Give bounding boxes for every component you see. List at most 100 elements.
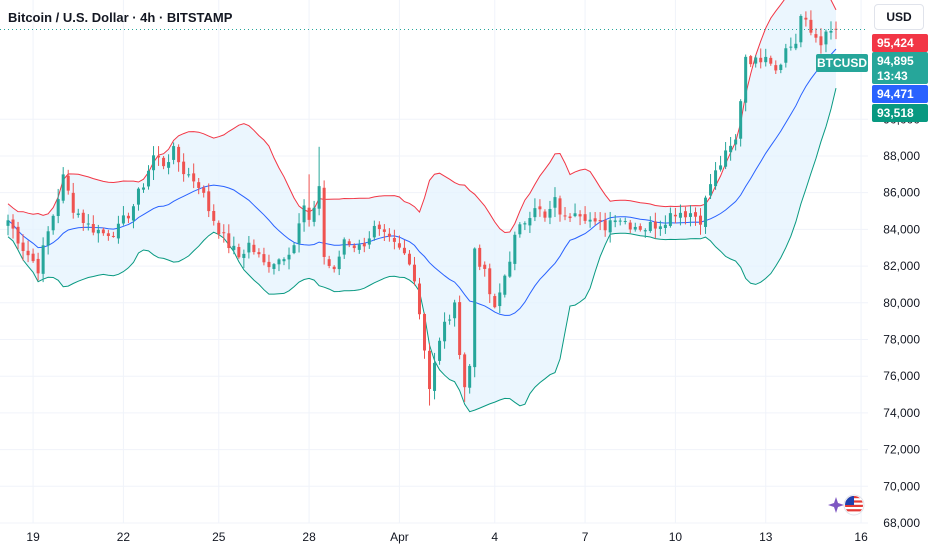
candle-body <box>774 65 778 71</box>
candle-body <box>658 226 662 229</box>
candle-body <box>613 220 617 223</box>
upper-band-tag: 95,424 <box>872 34 928 52</box>
bollinger-bands <box>7 0 837 413</box>
candle-body <box>71 192 75 213</box>
candle-body <box>663 224 667 228</box>
candle <box>327 255 331 269</box>
candle-body <box>653 221 657 229</box>
candle <box>588 212 592 228</box>
price-tick-label: 84,000 <box>883 222 920 236</box>
time-tick-label: 25 <box>212 530 226 544</box>
price-axis[interactable]: 68,000 70,000 72,000 74,000 76,000 78,000 80,0… <box>883 112 920 530</box>
candle-body <box>302 205 306 223</box>
candle-body <box>423 314 427 351</box>
time-tick-label: 4 <box>491 530 498 544</box>
candle-body <box>51 215 55 231</box>
candle-body <box>272 264 276 269</box>
symbol-tag-text: BTCUSD <box>817 56 867 70</box>
candle <box>71 182 75 219</box>
candle-body <box>217 222 221 235</box>
candle <box>267 254 271 273</box>
candle <box>111 231 115 238</box>
candle <box>91 215 95 236</box>
candle <box>172 142 176 165</box>
candle <box>533 198 537 222</box>
candle <box>362 237 366 253</box>
candle <box>217 220 221 239</box>
candle <box>307 174 311 227</box>
candle <box>623 217 627 225</box>
candle-body <box>116 223 120 239</box>
candle <box>558 195 562 222</box>
candle-body <box>247 242 251 253</box>
candle-body <box>187 174 191 176</box>
candle-body <box>643 230 647 232</box>
upper-band-line <box>7 0 837 234</box>
candle <box>282 257 286 266</box>
candle-body <box>573 213 577 217</box>
candle <box>342 237 346 259</box>
candle-body <box>212 210 216 221</box>
candle-body <box>257 252 261 255</box>
candle-body <box>493 296 497 308</box>
candle <box>688 205 692 227</box>
candle-body <box>754 57 758 64</box>
candle-body <box>488 268 492 295</box>
candle <box>633 222 637 232</box>
candle-body <box>809 19 813 33</box>
candle-body <box>453 302 457 319</box>
candle-body <box>76 213 80 215</box>
candle <box>814 28 818 43</box>
candle <box>683 206 687 225</box>
candle-body <box>81 212 85 224</box>
candle <box>433 352 437 400</box>
candle <box>297 213 301 253</box>
currency-button[interactable]: USD <box>874 4 924 30</box>
candle-body <box>177 146 181 163</box>
candle <box>563 207 567 221</box>
candle <box>809 10 813 36</box>
candle <box>754 55 758 68</box>
candle <box>573 203 577 218</box>
candle-body <box>513 234 517 264</box>
candle-body <box>518 224 522 235</box>
candle-body <box>709 184 713 196</box>
candle <box>628 219 632 234</box>
market-badge[interactable] <box>826 493 866 517</box>
candle-body <box>433 362 437 391</box>
candle <box>367 231 371 249</box>
candle <box>538 199 542 217</box>
candle-body <box>548 208 552 218</box>
candle <box>277 258 281 272</box>
candle <box>157 146 161 166</box>
candle-body <box>734 139 738 145</box>
candle-body <box>372 225 376 238</box>
lower-band-tag: 93,518 <box>872 104 928 122</box>
time-axis[interactable]: 19222528Apr4710131619222528 <box>26 530 932 544</box>
candle-body <box>16 226 20 244</box>
candle <box>784 43 788 68</box>
candle <box>397 235 401 250</box>
candle-body <box>152 155 156 171</box>
candle-body <box>719 165 723 170</box>
candle <box>724 142 728 170</box>
candle <box>407 250 411 266</box>
candle-body <box>86 223 90 225</box>
candle <box>693 207 697 226</box>
candle-body <box>402 247 406 254</box>
candle <box>292 242 296 255</box>
last-price-tag-bg <box>872 52 928 84</box>
candle-body <box>352 245 356 249</box>
candle-body <box>96 229 100 234</box>
candle-body <box>683 211 687 218</box>
time-tick-label: 10 <box>669 530 683 544</box>
candle <box>618 218 622 226</box>
candle <box>518 222 522 238</box>
candle-body <box>764 56 768 63</box>
candle-body <box>779 64 783 70</box>
candle <box>242 249 246 269</box>
time-tick-label: 16 <box>854 530 868 544</box>
candle <box>764 48 768 67</box>
